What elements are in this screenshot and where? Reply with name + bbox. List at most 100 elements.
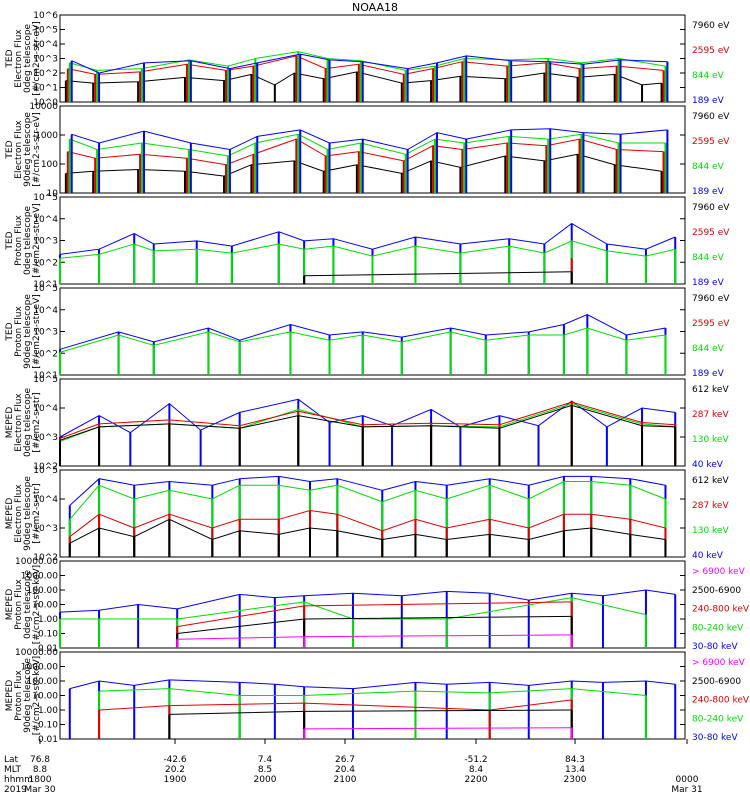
x-row-label: 2019 (4, 785, 27, 795)
y-tick-label: 10^4 (33, 40, 58, 50)
x-row-label: Lat (4, 755, 19, 765)
legend-entry: 287 keV (692, 410, 729, 420)
series-line (59, 327, 666, 353)
legend-entry: 189 eV (692, 187, 725, 197)
y-tick-label: 100.00 (27, 677, 59, 687)
y-tick-label: 10^4 (33, 495, 58, 505)
legend-entry: 2500-6900 (692, 677, 741, 687)
y-axis-label-line: [#/cm2-s-str-eV] (32, 112, 42, 187)
y-tick-label: 10^4 (33, 404, 58, 414)
y-tick-label: 10^2 (33, 349, 58, 359)
series-line (69, 481, 666, 520)
x-tick-hhmm: 2200 (465, 775, 488, 785)
y-axis-label-line: MEPED (5, 589, 15, 621)
y-tick-label: 100 (41, 160, 58, 170)
series-line (71, 128, 668, 151)
y-tick-label: 0.10 (38, 721, 58, 731)
y-tick-label: 10^1 (33, 84, 58, 94)
legend-entry: 844 eV (692, 71, 725, 81)
y-axis-label-line: [#/cm2-s-str-eV] (32, 203, 42, 278)
legend-entry: 30-80 keV (692, 733, 738, 743)
y-tick-label: 10^5 (33, 26, 58, 36)
x-tick-mlt: 8.4 (469, 765, 484, 775)
y-tick-label: 100.00 (27, 586, 59, 596)
y-axis-label-line: Proton Flux (14, 306, 24, 357)
x-tick-lat: -51.2 (464, 755, 487, 765)
y-tick-label: 10^4 (33, 215, 58, 225)
series-line (69, 51, 666, 71)
series-line (71, 53, 668, 74)
y-axis-label-line: Electron Flux (14, 29, 24, 88)
panel-frame (59, 105, 686, 194)
series-line (59, 404, 676, 441)
x-tick-lat: -42.6 (163, 755, 187, 765)
legend-entry: 844 eV (692, 344, 725, 354)
panel-frame (59, 651, 686, 740)
x-tick-hhmm: 0000 (676, 775, 699, 785)
legend-entry: 240-800 keV (692, 696, 750, 706)
y-tick-label: 1.00 (38, 706, 58, 716)
y-axis-label-line: Electron Flux (14, 484, 24, 543)
series-line (69, 475, 666, 506)
x-tick-mlt: 13.4 (565, 765, 585, 775)
x-tick-mlt: 8.8 (33, 765, 48, 775)
x-tick-hhmm: 2300 (564, 775, 587, 785)
y-axis-label-line: TED (5, 322, 15, 341)
panel-frame (59, 469, 686, 558)
y-tick-label: 10.00 (32, 692, 58, 702)
y-tick-label: 10^2 (33, 462, 58, 472)
series-line (65, 153, 662, 177)
x-tick-mlt: 8.5 (258, 765, 272, 775)
y-axis-label-line: MEPED (5, 680, 15, 712)
legend-entry: 189 eV (692, 369, 725, 379)
legend-entry: 612 keV (692, 385, 729, 395)
x-tick-lat: 7.4 (258, 755, 273, 765)
legend-entry: 2595 eV (692, 319, 730, 329)
y-axis-label-line: [#/cm2-s-str-keV] (32, 656, 42, 735)
legend-entry: 40 keV (692, 460, 724, 470)
x-tick-hhmm: 2000 (254, 775, 277, 785)
y-tick-label: 0.01 (38, 644, 58, 654)
y-axis-label-line: Proton Flux (14, 670, 24, 721)
y-axis-label-line: 0deg telescope (23, 570, 33, 640)
series-line (67, 138, 664, 166)
x-tick-hhmm: 1800 (29, 775, 52, 785)
legend-entry: 2595 eV (692, 137, 730, 147)
y-tick-label: 1000.00 (21, 663, 58, 673)
y-axis-label: MEPEDProton Flux0deg telescope[#/cm2-s-s… (5, 565, 42, 644)
y-tick-label: 0.10 (38, 630, 58, 640)
y-axis-label-line: MEPED (5, 407, 15, 439)
legend-entry: 130 keV (692, 435, 729, 445)
x-tick-lat: 26.7 (335, 755, 355, 765)
legend-entry: 844 eV (692, 253, 725, 263)
y-axis-label-line: [#/cm2-s-str] (32, 392, 42, 452)
figure-title: NOAA18 (351, 1, 399, 14)
x-tick-lat: 76.8 (30, 755, 50, 765)
series-line (59, 222, 676, 255)
y-axis-label-line: [#/cm2-s-str-keV] (32, 565, 42, 644)
y-axis-label: TEDElectron Flux0deg telescope[#/cm2-s-s… (5, 21, 42, 96)
legend-entry: 287 keV (692, 501, 729, 511)
legend-entry: 7960 eV (692, 294, 730, 304)
y-axis-label: TEDProton Flux90deg telescope[#/cm2-s-st… (5, 294, 42, 369)
series-line (69, 509, 666, 538)
legend-entry: 130 keV (692, 526, 729, 536)
legend-entry: 240-800 keV (692, 605, 750, 615)
y-tick-label: 10.00 (32, 601, 58, 611)
x-tick-mlt: 20.2 (165, 765, 185, 775)
series-line (60, 597, 647, 620)
series-line (99, 688, 646, 696)
y-tick-label: 10^3 (33, 328, 58, 338)
y-tick-label: 10^5 (33, 466, 58, 476)
series-line (69, 518, 666, 544)
panel-frame (59, 378, 686, 467)
y-axis-label: MEPEDElectron Flux0deg telescope[#/cm2-s… (5, 388, 42, 458)
y-axis-label: MEPEDElectron Flux90deg telescope[#/cm2-… (5, 476, 42, 551)
panel-frame (59, 14, 686, 103)
legend-entry: 80-240 keV (692, 623, 744, 633)
y-tick-label: 1.00 (38, 615, 58, 625)
y-axis-label: MEPEDProton Flux90deg telescope[#/cm2-s-… (5, 656, 42, 735)
series-line (59, 401, 676, 439)
y-tick-label: 10^1 (33, 280, 58, 290)
